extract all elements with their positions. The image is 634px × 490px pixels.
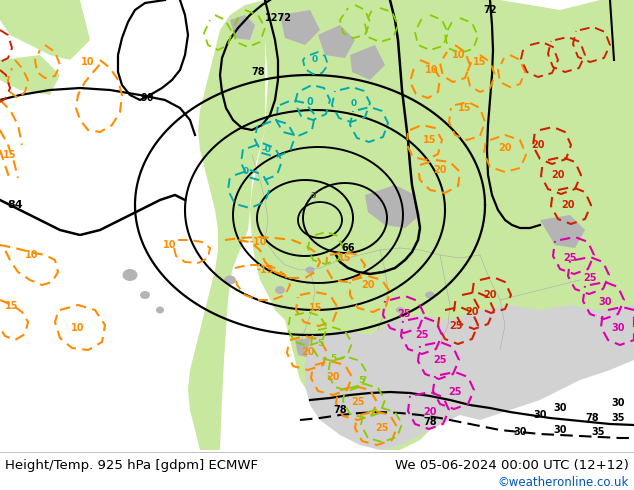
Text: 25: 25	[415, 330, 429, 340]
Text: 15: 15	[458, 103, 472, 113]
Text: 0: 0	[351, 98, 357, 107]
Text: 20: 20	[433, 165, 447, 175]
Polygon shape	[365, 185, 420, 228]
Text: 25: 25	[450, 321, 463, 331]
Text: We 05-06-2024 00:00 UTC (12+12): We 05-06-2024 00:00 UTC (12+12)	[395, 459, 629, 471]
Text: 30: 30	[553, 425, 567, 435]
Text: 5: 5	[330, 353, 336, 363]
Polygon shape	[330, 0, 440, 70]
Text: 78: 78	[423, 417, 437, 427]
Text: 20: 20	[561, 200, 575, 210]
Text: a: a	[310, 190, 317, 200]
Text: 10: 10	[71, 323, 85, 333]
Text: 20: 20	[498, 143, 512, 153]
Text: 15: 15	[424, 135, 437, 145]
Polygon shape	[0, 0, 90, 60]
Text: 25: 25	[433, 355, 447, 365]
Text: 20: 20	[327, 372, 340, 382]
Text: -10: -10	[249, 237, 267, 247]
Text: 30: 30	[514, 427, 527, 437]
Text: 72: 72	[483, 5, 497, 15]
Text: 25: 25	[448, 387, 462, 397]
Polygon shape	[540, 215, 585, 248]
Text: 10: 10	[425, 65, 439, 75]
Text: 10: 10	[25, 250, 39, 260]
Text: 20: 20	[424, 407, 437, 417]
Text: 20: 20	[483, 290, 497, 300]
Text: 66: 66	[341, 243, 355, 253]
Text: -0: -0	[261, 146, 271, 154]
Text: 10: 10	[81, 57, 94, 67]
Text: 10: 10	[163, 240, 177, 250]
Text: 15: 15	[339, 253, 352, 263]
Text: 30: 30	[533, 410, 547, 420]
Text: 25: 25	[583, 273, 597, 283]
Ellipse shape	[425, 292, 435, 298]
Text: 78: 78	[585, 413, 598, 423]
Text: 0: 0	[312, 55, 318, 65]
Polygon shape	[318, 25, 355, 58]
Polygon shape	[188, 0, 265, 450]
Text: 15: 15	[5, 301, 19, 311]
Text: 35: 35	[611, 413, 624, 423]
Polygon shape	[0, 55, 60, 95]
Text: 20: 20	[361, 280, 375, 290]
Text: 78: 78	[333, 405, 347, 415]
Text: 25: 25	[398, 309, 411, 319]
Text: ©weatheronline.co.uk: ©weatheronline.co.uk	[498, 475, 629, 489]
Ellipse shape	[140, 291, 150, 299]
Text: 25: 25	[351, 397, 365, 407]
Polygon shape	[280, 10, 320, 45]
Text: 78: 78	[251, 67, 265, 77]
Text: 25: 25	[563, 253, 577, 263]
Polygon shape	[250, 0, 634, 450]
Text: 5: 5	[358, 375, 364, 385]
Text: 15: 15	[3, 150, 16, 160]
Text: 30: 30	[611, 323, 624, 333]
Text: 30: 30	[553, 403, 567, 413]
Polygon shape	[305, 305, 634, 450]
Text: 0: 0	[307, 97, 313, 107]
Text: 10: 10	[452, 50, 466, 60]
Polygon shape	[230, 15, 255, 40]
Ellipse shape	[156, 307, 164, 314]
Text: 5: 5	[317, 339, 323, 347]
Ellipse shape	[275, 286, 285, 294]
Polygon shape	[350, 45, 385, 80]
Text: 15: 15	[473, 57, 487, 67]
Text: 30: 30	[598, 297, 612, 307]
Text: 15: 15	[309, 303, 323, 313]
Ellipse shape	[224, 275, 236, 285]
Text: 20: 20	[531, 140, 545, 150]
Text: 1272: 1272	[264, 13, 292, 23]
Text: 35: 35	[592, 427, 605, 437]
Text: 25: 25	[375, 423, 389, 433]
Text: Height/Temp. 925 hPa [gdpm] ECMWF: Height/Temp. 925 hPa [gdpm] ECMWF	[5, 459, 258, 471]
Text: 0: 0	[243, 168, 249, 176]
Ellipse shape	[306, 267, 314, 273]
Polygon shape	[295, 335, 340, 362]
Text: 90: 90	[140, 93, 154, 103]
Text: -15: -15	[256, 265, 274, 275]
Text: 84: 84	[7, 200, 23, 210]
Ellipse shape	[122, 269, 138, 281]
Text: 20: 20	[551, 170, 565, 180]
Text: 20: 20	[301, 347, 314, 357]
Ellipse shape	[396, 307, 404, 313]
Text: 30: 30	[611, 398, 624, 408]
Text: 20: 20	[465, 307, 479, 317]
